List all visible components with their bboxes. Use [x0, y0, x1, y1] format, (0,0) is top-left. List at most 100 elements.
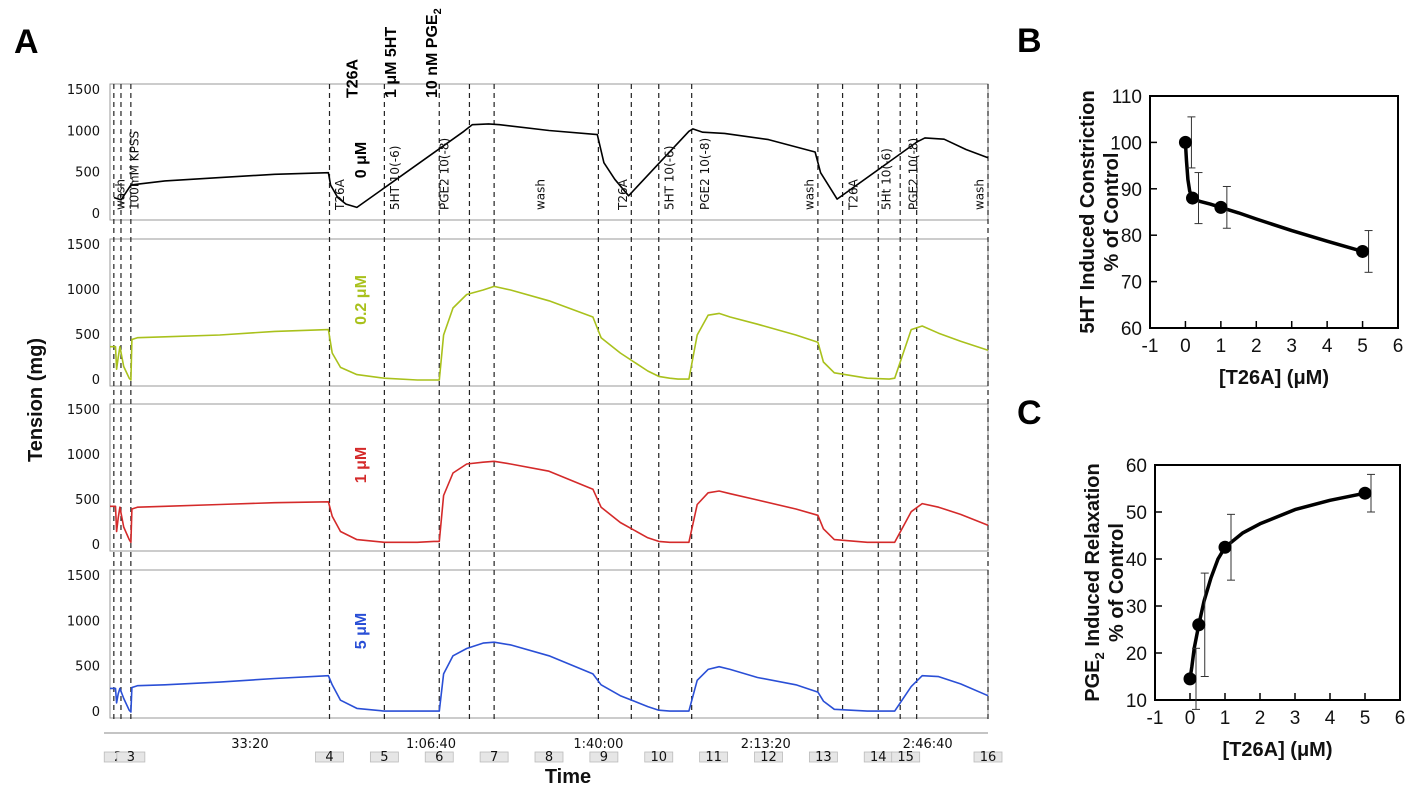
data-point — [1178, 135, 1192, 149]
time-tick-label: 1:40:00 — [573, 737, 623, 752]
panel-c-chart: -1 0 1 2 3 4 5 6 10 20 30 40 50 60 [T26A] (μM) PGE2 Ind… — [1082, 456, 1405, 761]
trace-marker-label: wash — [114, 179, 128, 210]
event-number-box — [644, 751, 674, 763]
panel-b-chart: -1 0 1 2 3 4 5 6 60 70 80 90 100 110 [T26A] (μM) 5HT In… — [1077, 87, 1403, 389]
trace-marker-label: wash — [534, 179, 548, 210]
event-number-box — [973, 751, 1003, 763]
y-tick-label: 0 — [92, 705, 100, 720]
y-tick-label: 1500 — [67, 83, 100, 98]
data-point — [1356, 244, 1370, 258]
x-tick-label: 3 — [1290, 708, 1301, 729]
concentration-label: 1 μM — [353, 447, 370, 483]
x-tick-label: 5 — [1360, 708, 1371, 729]
plot-frame — [1149, 95, 1399, 329]
x-tick-label: 6 — [1393, 336, 1404, 357]
event-number: 8 — [545, 750, 553, 765]
y-tick-label: 1000 — [67, 124, 100, 139]
trace-marker-label: PGE2 10(-8) — [698, 138, 712, 210]
event-number-box — [754, 751, 783, 763]
top-annotation: T26A — [344, 58, 361, 98]
x-tick-label: 1 — [1216, 336, 1227, 357]
y-tick-label: 50 — [1126, 503, 1147, 524]
x-tick-label: -1 — [1142, 336, 1159, 357]
y-tick-label: 1000 — [67, 283, 100, 298]
trace-marker-label: 100mM KPSS — [127, 131, 141, 210]
y-tick-label: 1000 — [67, 448, 100, 463]
event-number: 12 — [760, 750, 777, 765]
x-tick-label: 5 — [1357, 336, 1368, 357]
x-tick-label: 1 — [1220, 708, 1231, 729]
event-number: 7 — [490, 750, 498, 765]
y-tick-label: 0 — [92, 538, 100, 553]
concentration-label: 5 μM — [353, 613, 370, 649]
y-tick-label: 30 — [1126, 597, 1147, 618]
y-axis-label: Tension (mg) — [25, 338, 47, 462]
data-point — [1358, 486, 1372, 500]
y-tick-label: 90 — [1121, 180, 1142, 201]
time-tick-label: 33:20 — [231, 737, 268, 752]
x-axis-label: [T26A] (μM) — [1223, 739, 1333, 761]
y-tick-label: 1500 — [67, 403, 100, 418]
trace-marker-label: PGE2 10(-8) — [907, 138, 921, 210]
fit-curve — [1183, 142, 1364, 254]
panel-label-c: C — [1017, 394, 1042, 432]
y-tick-label: 40 — [1126, 550, 1147, 571]
y-tick-label: 20 — [1126, 644, 1147, 665]
top-annotation: 1 μM 5HT — [383, 27, 400, 98]
event-number-box — [699, 751, 729, 763]
data-point — [1214, 200, 1228, 214]
concentration-label: 0.2 μM — [353, 275, 370, 325]
event-number-box — [369, 751, 399, 763]
event-number-box — [534, 751, 564, 763]
event-number: 14 — [870, 750, 887, 765]
y-tick-label: 60 — [1121, 319, 1142, 340]
y-tick-label: 500 — [75, 328, 100, 343]
concentration-label: 0 μM — [353, 142, 370, 178]
y-tick-label: 80 — [1121, 226, 1142, 247]
x-tick-label: 2 — [1255, 708, 1266, 729]
event-number-box — [891, 751, 921, 763]
trace-marker-label: 5Ht 10(-6) — [879, 148, 893, 210]
fit-curve — [1188, 491, 1366, 680]
event-number: 11 — [705, 750, 722, 765]
event-number-box — [424, 751, 454, 763]
y-tick-label: 70 — [1121, 273, 1142, 294]
trace-marker-label: wash — [973, 179, 987, 210]
trace-marker-label: wash — [802, 179, 816, 210]
event-number: 3 — [127, 750, 135, 765]
y-tick-label: 0 — [92, 373, 100, 388]
event-number: 13 — [815, 750, 832, 765]
trace-panel-frame — [109, 403, 989, 552]
event-number-box — [808, 751, 838, 763]
x-tick-label: 2 — [1251, 336, 1262, 357]
y-axis-label: PGE2 Induced Relaxation — [1082, 463, 1107, 701]
trace-line-0 — [113, 123, 989, 209]
x-tick-label: 3 — [1286, 336, 1297, 357]
trace-panel-frame — [109, 569, 989, 719]
trace-panel-frame — [109, 238, 989, 387]
x-tick-label: 4 — [1322, 336, 1333, 357]
top-annotation: 10 nM PGE2 — [424, 8, 444, 98]
event-number: 15 — [897, 750, 914, 765]
y-tick-label: 60 — [1126, 456, 1147, 477]
event-number-box — [315, 751, 344, 763]
y-axis-label-2: % of Control — [1101, 153, 1123, 272]
event-number: 16 — [980, 750, 997, 765]
y-axis-label-2: % of Control — [1106, 523, 1128, 642]
x-tick-label: 6 — [1395, 708, 1406, 729]
x-tick-label: 4 — [1325, 708, 1336, 729]
trace-line-2 — [110, 460, 989, 544]
plot-frame — [1154, 464, 1401, 701]
event-number-box — [479, 751, 509, 763]
data-point — [1183, 672, 1197, 686]
event-number-box — [116, 751, 146, 763]
time-tick-label: 2:13:20 — [741, 737, 791, 752]
y-tick-label: 10 — [1126, 691, 1147, 712]
x-axis-label: Time — [545, 766, 591, 788]
y-tick-label: 500 — [75, 493, 100, 508]
y-tick-label: 100 — [1110, 133, 1142, 154]
y-tick-label: 500 — [75, 166, 100, 181]
trace-marker-label: PGE2 10(-8) — [438, 138, 452, 210]
data-point — [1192, 618, 1206, 632]
